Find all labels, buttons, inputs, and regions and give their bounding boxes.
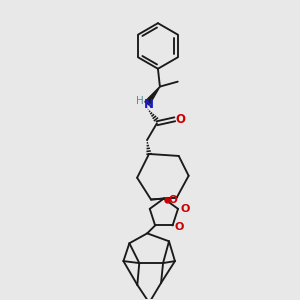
Polygon shape bbox=[145, 87, 160, 105]
Text: H: H bbox=[136, 97, 144, 106]
Text: O: O bbox=[175, 222, 184, 233]
Text: O: O bbox=[180, 204, 190, 214]
Text: N: N bbox=[144, 98, 154, 111]
Text: O: O bbox=[168, 194, 177, 205]
Text: O: O bbox=[176, 113, 186, 126]
